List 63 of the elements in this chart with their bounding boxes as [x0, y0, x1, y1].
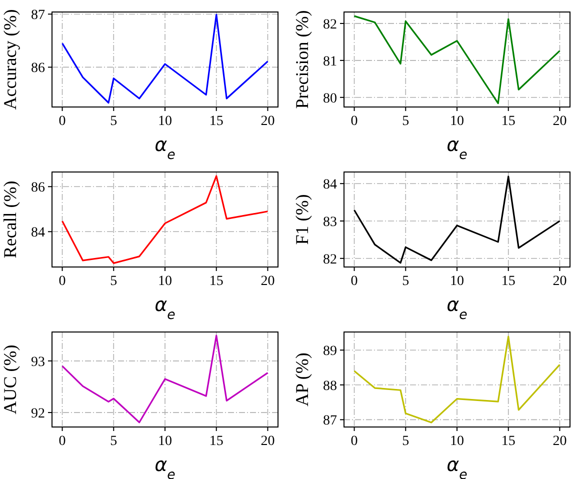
- x-tick-label: 0: [350, 434, 358, 449]
- x-tick-label: 5: [402, 274, 410, 289]
- x-tick-label: 10: [450, 114, 464, 129]
- x-tick-label: 20: [260, 274, 275, 289]
- x-tick-label: 20: [260, 434, 275, 449]
- x-tick-label: 5: [110, 114, 118, 129]
- x-axis-title: α$_{e}$: [154, 294, 176, 322]
- x-tick-label: 10: [158, 114, 172, 129]
- x-axis-title: α$_{e}$: [446, 294, 468, 322]
- x-tick-label: 20: [260, 114, 275, 129]
- x-tick-label: 15: [501, 274, 516, 289]
- y-axis-title: AUC (%): [0, 344, 20, 414]
- y-tick-label: 82: [323, 252, 337, 268]
- y-tick-label: 88: [323, 378, 337, 394]
- x-tick-label: 0: [58, 434, 66, 449]
- x-tick-label: 15: [209, 114, 224, 129]
- x-tick-label: 15: [209, 434, 224, 449]
- y-tick-label: 93: [31, 354, 45, 370]
- y-tick-label: 87: [31, 8, 45, 24]
- x-axis-title: α$_{e}$: [446, 134, 468, 162]
- line-series: [61, 14, 269, 104]
- x-tick-label: 0: [58, 274, 66, 289]
- x-tick-label: 0: [58, 114, 66, 129]
- y-axis-title: Precision (%): [292, 10, 312, 109]
- x-tick-label: 15: [501, 114, 516, 129]
- y-tick-label: 92: [31, 406, 45, 422]
- x-tick-label: 10: [450, 434, 464, 449]
- y-tick-label: 87: [323, 414, 337, 429]
- x-tick-label: 10: [450, 274, 464, 289]
- x-tick-label: 20: [552, 114, 567, 129]
- y-tick-label: 86: [31, 61, 45, 76]
- line-series: [353, 336, 561, 424]
- y-tick-label: 83: [323, 214, 337, 230]
- line-series: [353, 15, 561, 104]
- line-series: [61, 175, 269, 264]
- x-tick-label: 15: [501, 434, 516, 449]
- x-tick-label: 10: [158, 434, 172, 449]
- y-tick-label: 82: [323, 17, 337, 32]
- x-tick-label: 15: [209, 274, 224, 289]
- x-tick-label: 5: [110, 434, 118, 449]
- y-axis-title: F1 (%): [292, 194, 312, 245]
- x-tick-label: 5: [402, 434, 410, 449]
- x-tick-label: 5: [402, 114, 410, 129]
- x-axis-title: α$_{e}$: [446, 454, 468, 479]
- y-tick-label: 84: [31, 226, 45, 241]
- x-tick-label: 20: [552, 434, 567, 449]
- y-axis-title: Recall (%): [0, 180, 20, 258]
- x-tick-label: 0: [350, 114, 358, 129]
- y-axis-title: AP (%): [292, 352, 312, 406]
- x-tick-label: 5: [110, 274, 118, 289]
- line-series: [61, 334, 269, 424]
- y-tick-label: 84: [323, 177, 337, 192]
- line-series: [353, 176, 561, 264]
- x-tick-label: 20: [552, 274, 567, 289]
- y-axis-title: Accuracy (%): [0, 9, 20, 110]
- y-tick-label: 81: [323, 54, 337, 70]
- x-tick-label: 10: [158, 274, 172, 289]
- y-tick-label: 86: [31, 180, 45, 196]
- y-tick-label: 89: [323, 344, 337, 359]
- x-axis-title: α$_{e}$: [154, 454, 176, 479]
- x-axis-title: α$_{e}$: [154, 134, 176, 162]
- y-tick-label: 80: [323, 91, 337, 106]
- x-tick-label: 0: [350, 274, 358, 289]
